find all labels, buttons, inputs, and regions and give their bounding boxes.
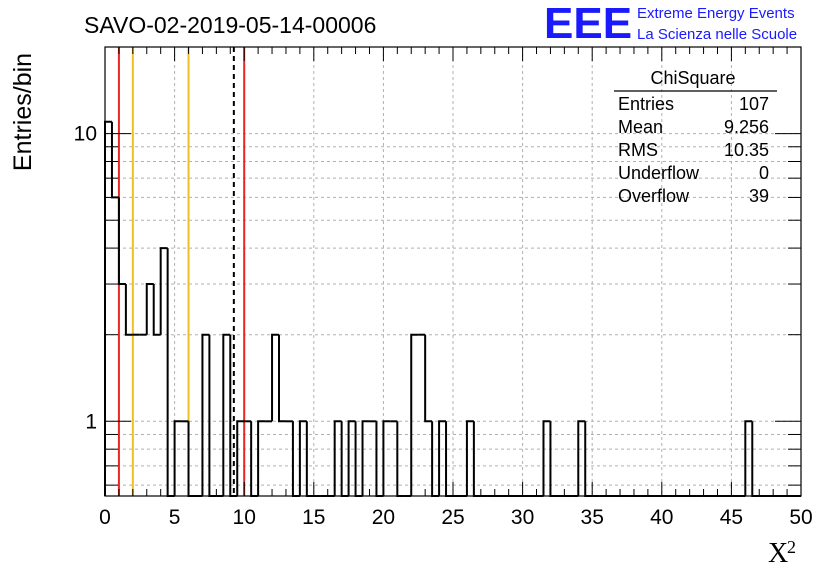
histogram-bin (152, 284, 161, 336)
plot-frame (104, 46, 802, 497)
x-tick-label: 15 (302, 506, 325, 529)
x-tick-label: 10 (233, 506, 256, 529)
histogram-bin (465, 420, 474, 496)
x-tick-label: 50 (789, 506, 812, 529)
x-tick-label: 30 (511, 506, 534, 529)
histogram-bin (201, 333, 210, 496)
histogram-bin (542, 420, 551, 496)
histogram-bin (744, 420, 753, 496)
x-tick-label: 20 (372, 506, 395, 529)
logo-line-1: Extreme Energy Events (637, 5, 795, 22)
histogram-bin (333, 420, 342, 496)
stats-label: Overflow (618, 186, 690, 206)
x-tick-label: 45 (720, 506, 743, 529)
marker-lines (117, 47, 246, 496)
x-tick-label: 25 (441, 506, 464, 529)
histogram-bin (410, 333, 419, 496)
eee-logo: EEE Extreme Energy Events La Scienza nel… (544, 0, 797, 48)
histogram-bin (438, 420, 447, 496)
grid-lines (105, 46, 801, 496)
stats-value: 0 (759, 163, 769, 183)
histogram-bin (110, 121, 119, 199)
y-tick-label: 1 (85, 410, 97, 433)
stats-value: 107 (739, 94, 769, 114)
histogram-bin (208, 334, 217, 497)
stats-label: RMS (618, 140, 658, 160)
y-tick-label: 10 (74, 123, 97, 146)
histogram-bin (347, 420, 356, 496)
x-tick-label: 35 (581, 506, 604, 529)
stats-label: Mean (618, 117, 663, 137)
x-tick-label: 0 (99, 506, 111, 529)
x-axis-label-main: X (768, 538, 788, 569)
x-tick-label: 5 (169, 506, 181, 529)
histogram-bin (173, 420, 182, 496)
histogram-bin (145, 283, 154, 335)
logo-mark: EEE (544, 0, 632, 48)
histogram-bin (236, 420, 245, 496)
histogram-bin (124, 284, 133, 336)
x-axis-label-superscript: 2 (787, 537, 796, 557)
logo-line-2: La Scienza nelle Scuole (637, 26, 797, 43)
stats-label: Underflow (618, 163, 700, 183)
chart-title: SAVO-02-2019-05-14-00006 (84, 12, 376, 38)
stats-label: Entries (618, 94, 674, 114)
histogram-bin (271, 333, 279, 422)
stats-title: ChiSquare (650, 68, 735, 88)
stats-value: 9.256 (724, 117, 769, 137)
stats-box: ChiSquare Entries 107 Mean 9.256 RMS 10.35 Und… (614, 68, 777, 206)
y-axis-label: Entries/bin (9, 53, 37, 171)
histogram-bin (361, 420, 370, 496)
x-tick-label: 40 (650, 506, 673, 529)
histogram-bin (424, 334, 433, 423)
histogram-bin (257, 420, 266, 496)
histogram-bin (577, 420, 586, 496)
histogram-bin (382, 420, 391, 496)
axis-ticks: 0 5 10 15 20 25 30 35 40 45 50 1 10 (74, 46, 813, 529)
stats-value: 39 (749, 186, 769, 206)
histogram-bin (166, 248, 175, 497)
x-axis-label: X 2 (768, 537, 796, 569)
histogram-bin (222, 333, 231, 496)
stats-value: 10.35 (724, 140, 769, 160)
histogram-bin (298, 420, 307, 496)
histogram-bin (117, 197, 126, 286)
histogram-bin (159, 247, 168, 335)
histogram-bin (278, 334, 286, 423)
